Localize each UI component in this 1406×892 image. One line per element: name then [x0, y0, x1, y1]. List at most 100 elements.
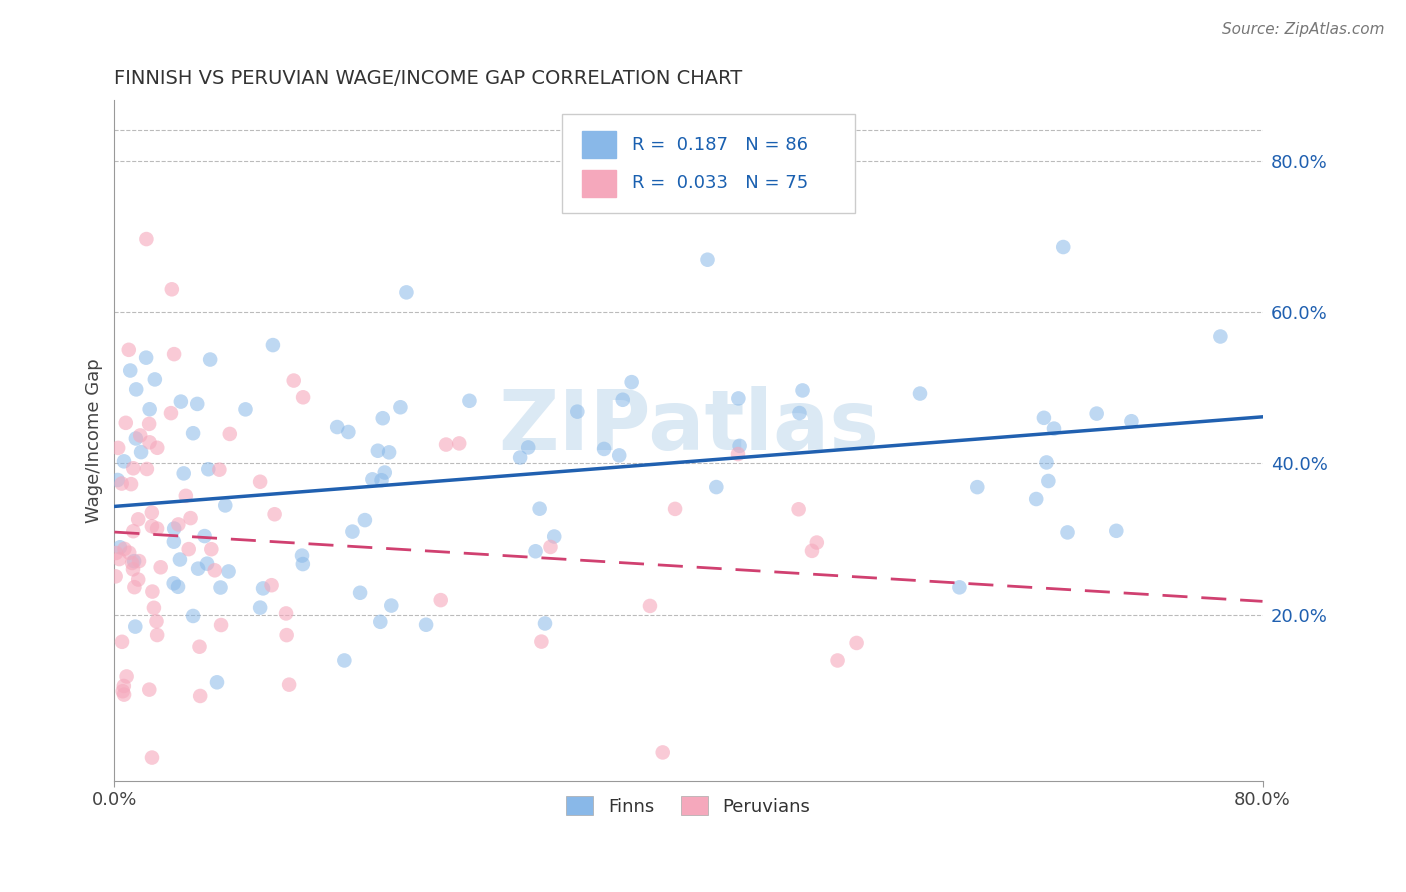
Point — [146, 522, 169, 536]
Point — [128, 554, 150, 568]
Text: FINNISH VS PERUVIAN WAGE/INCOME GAP CORRELATION CHART: FINNISH VS PERUVIAN WAGE/INCOME GAP CORR… — [114, 69, 742, 87]
Text: Source: ZipAtlas.com: Source: ZipAtlas.com — [1222, 22, 1385, 37]
Point — [112, 688, 135, 702]
Point — [374, 466, 396, 480]
Point — [620, 375, 643, 389]
Point — [138, 435, 160, 450]
Text: R =  0.033   N = 75: R = 0.033 N = 75 — [633, 174, 808, 193]
FancyBboxPatch shape — [582, 131, 616, 159]
Point — [534, 616, 557, 631]
Point — [112, 679, 135, 693]
Point — [122, 524, 145, 539]
Legend: Finns, Peruvians: Finns, Peruvians — [560, 789, 818, 823]
Point — [1085, 407, 1108, 421]
Point — [125, 383, 148, 397]
Point — [349, 586, 371, 600]
Point — [108, 552, 131, 566]
Point — [129, 445, 152, 459]
Point — [188, 689, 211, 703]
Point — [283, 374, 305, 388]
Point — [205, 675, 228, 690]
Point — [194, 529, 217, 543]
Point — [789, 406, 811, 420]
Point — [142, 600, 165, 615]
Y-axis label: Wage/Income Gap: Wage/Income Gap — [86, 359, 103, 523]
Point — [181, 426, 204, 441]
Point — [354, 513, 377, 527]
Point — [170, 394, 193, 409]
Point — [169, 552, 191, 566]
Point — [948, 580, 970, 594]
Point — [415, 617, 437, 632]
FancyBboxPatch shape — [582, 169, 616, 197]
Point — [198, 352, 221, 367]
Point — [141, 519, 163, 533]
Point — [120, 363, 142, 377]
Point — [908, 386, 931, 401]
Point — [792, 384, 814, 398]
Point — [141, 584, 163, 599]
Point — [728, 439, 751, 453]
Point — [333, 653, 356, 667]
Point — [371, 411, 394, 425]
Point — [187, 561, 209, 575]
Point — [124, 580, 146, 594]
Point — [543, 529, 565, 543]
Point — [1043, 422, 1066, 436]
Point — [181, 609, 204, 624]
Point — [149, 560, 172, 574]
Point — [127, 573, 149, 587]
Point — [696, 252, 718, 267]
Text: R =  0.187   N = 86: R = 0.187 N = 86 — [633, 136, 808, 153]
Point — [1032, 410, 1054, 425]
Point — [361, 472, 384, 486]
Point — [209, 618, 232, 632]
Point — [122, 554, 145, 568]
Point — [801, 544, 824, 558]
Point — [121, 556, 143, 570]
Point — [118, 343, 141, 357]
Point — [118, 546, 141, 560]
Point — [180, 511, 202, 525]
Point — [370, 473, 392, 487]
Point — [104, 569, 127, 583]
Point — [135, 351, 157, 365]
Point — [1105, 524, 1128, 538]
Point — [291, 557, 314, 571]
Point — [186, 397, 208, 411]
Point — [122, 562, 145, 576]
Point — [146, 441, 169, 455]
Point — [638, 599, 661, 613]
Point — [160, 406, 183, 420]
Text: ZIPatlas: ZIPatlas — [498, 386, 879, 467]
Point — [395, 285, 418, 300]
Point — [260, 578, 283, 592]
Point — [517, 441, 540, 455]
Point — [1035, 455, 1057, 469]
Point — [200, 542, 222, 557]
Point — [204, 563, 226, 577]
Point — [160, 282, 183, 296]
Point — [122, 461, 145, 475]
Point — [111, 476, 134, 491]
Point — [567, 404, 589, 418]
Point — [530, 634, 553, 648]
Point — [218, 565, 240, 579]
Point — [342, 524, 364, 539]
Point — [114, 416, 136, 430]
Point — [292, 390, 315, 404]
Point — [389, 401, 412, 415]
Point — [129, 428, 152, 442]
Point — [593, 442, 616, 456]
Point — [1025, 491, 1047, 506]
Point — [125, 432, 148, 446]
Point — [138, 402, 160, 417]
Point — [163, 534, 186, 549]
Point — [664, 502, 686, 516]
Point — [1038, 474, 1060, 488]
Point — [218, 426, 240, 441]
Point — [434, 437, 457, 451]
Point — [197, 462, 219, 476]
Point — [163, 347, 186, 361]
Point — [111, 635, 134, 649]
